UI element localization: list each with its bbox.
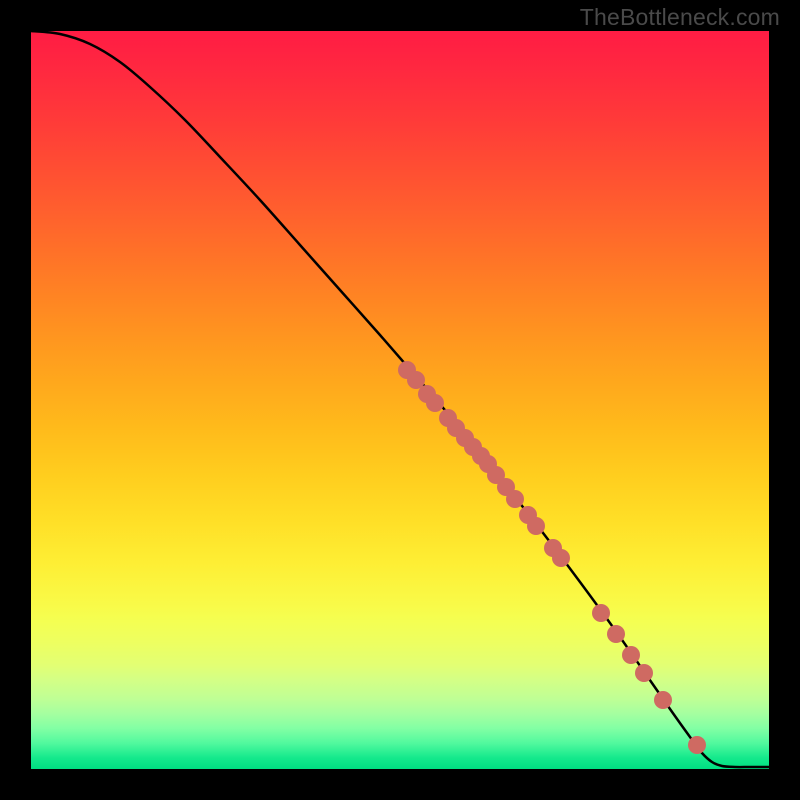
data-marker: [506, 490, 524, 508]
data-marker: [688, 736, 706, 754]
chart-svg: [0, 0, 800, 800]
data-marker: [622, 646, 640, 664]
data-marker: [552, 549, 570, 567]
data-marker: [654, 691, 672, 709]
data-marker: [635, 664, 653, 682]
data-marker: [592, 604, 610, 622]
data-marker: [527, 517, 545, 535]
data-marker: [407, 371, 425, 389]
chart-stage: TheBottleneck.com: [0, 0, 800, 800]
data-marker: [607, 625, 625, 643]
data-marker: [426, 394, 444, 412]
watermark-text: TheBottleneck.com: [580, 4, 780, 31]
plot-background: [31, 31, 769, 769]
